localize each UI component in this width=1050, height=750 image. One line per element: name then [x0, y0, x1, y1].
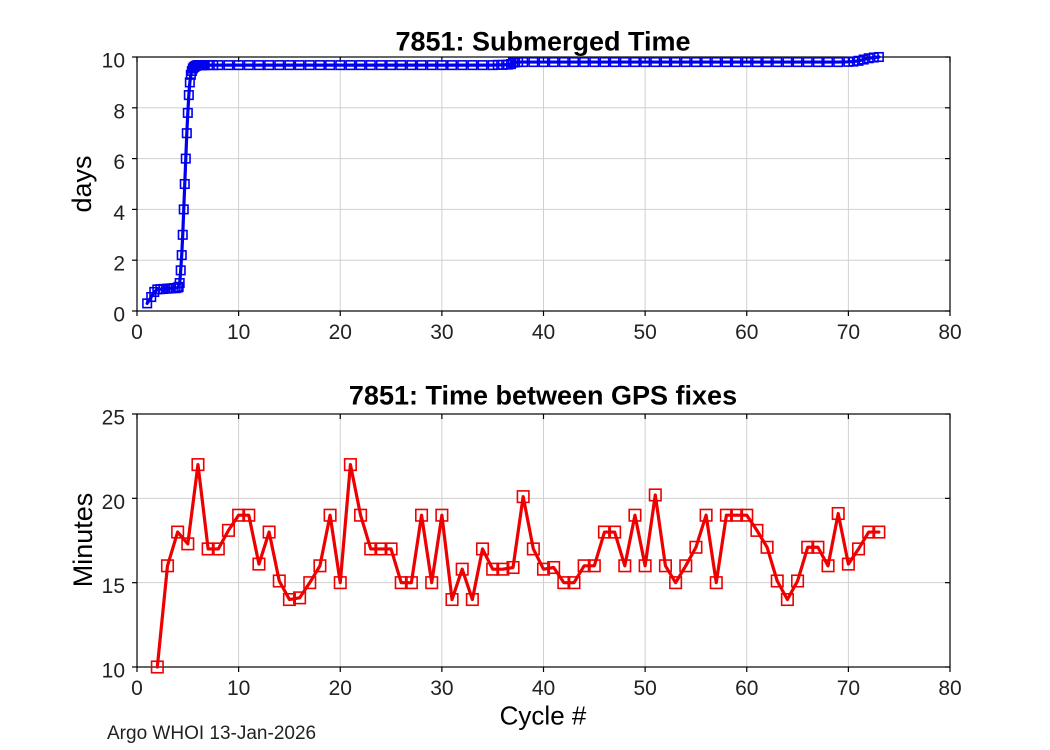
svg-text:20: 20	[329, 677, 352, 700]
svg-text:6: 6	[113, 151, 125, 174]
svg-text:20: 20	[329, 321, 352, 344]
svg-text:10: 10	[102, 660, 125, 683]
svg-text:10: 10	[102, 50, 125, 73]
svg-text:70: 70	[837, 321, 860, 344]
svg-text:10: 10	[227, 321, 250, 344]
svg-text:4: 4	[113, 202, 125, 225]
svg-text:0: 0	[113, 304, 125, 327]
svg-text:Minutes: Minutes	[68, 493, 98, 588]
svg-text:Argo WHOI 13-Jan-2026: Argo WHOI 13-Jan-2026	[107, 723, 316, 744]
svg-text:15: 15	[102, 575, 125, 598]
svg-text:8: 8	[113, 100, 125, 123]
svg-text:30: 30	[430, 677, 453, 700]
svg-text:60: 60	[735, 677, 758, 700]
svg-text:40: 40	[532, 321, 555, 344]
svg-text:30: 30	[430, 321, 453, 344]
svg-text:70: 70	[837, 677, 860, 700]
svg-text:60: 60	[735, 321, 758, 344]
svg-text:20: 20	[102, 491, 125, 514]
svg-text:7851: Time between GPS fixes: 7851: Time between GPS fixes	[349, 381, 737, 411]
svg-text:Cycle #: Cycle #	[500, 701, 587, 731]
svg-text:40: 40	[532, 677, 555, 700]
svg-text:50: 50	[633, 677, 656, 700]
svg-text:days: days	[67, 155, 97, 212]
svg-text:0: 0	[131, 321, 143, 344]
svg-text:80: 80	[938, 677, 961, 700]
svg-text:7851: Submerged Time: 7851: Submerged Time	[395, 27, 690, 57]
svg-text:25: 25	[102, 407, 125, 430]
svg-text:0: 0	[131, 677, 143, 700]
svg-text:10: 10	[227, 677, 250, 700]
svg-text:2: 2	[113, 253, 125, 276]
svg-text:80: 80	[938, 321, 961, 344]
svg-text:50: 50	[633, 321, 656, 344]
